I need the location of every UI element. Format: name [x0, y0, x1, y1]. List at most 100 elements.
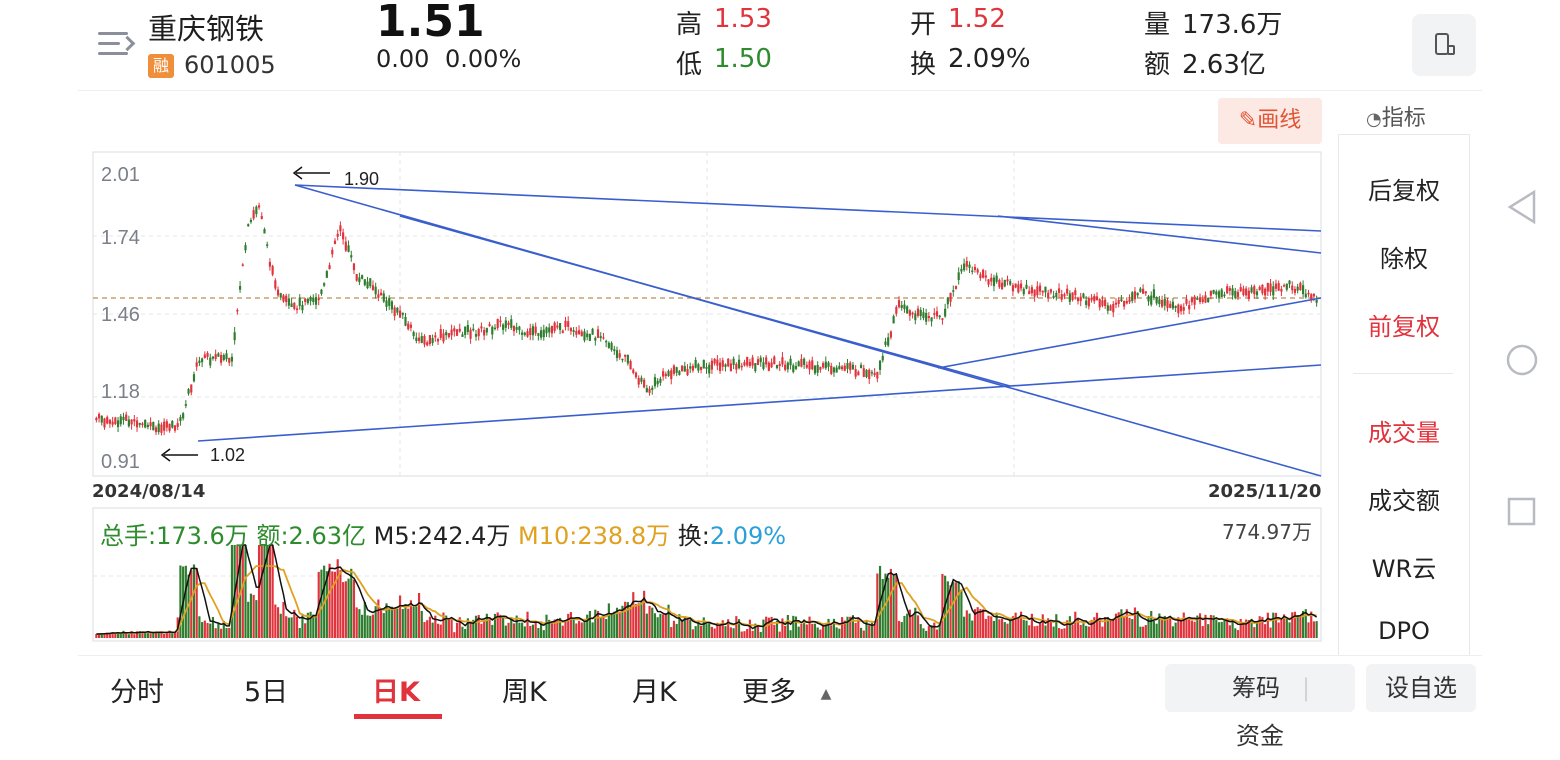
candle	[811, 360, 814, 370]
volume-bar	[366, 615, 369, 638]
indicator-button[interactable]: ◔指标	[1366, 100, 1426, 132]
volume-bar	[116, 632, 120, 638]
tab-weekly-k[interactable]: 周K	[502, 677, 547, 708]
volume-bar	[1201, 626, 1204, 638]
candle	[672, 365, 676, 374]
volume-bar	[201, 622, 204, 638]
candle	[656, 380, 659, 385]
candle	[306, 298, 309, 304]
volume-bar	[458, 617, 461, 638]
volume-bar	[1123, 615, 1126, 638]
volume-bar	[404, 604, 407, 638]
volume-bar	[1098, 617, 1101, 638]
tab-more[interactable]: 更多 ▲	[742, 670, 831, 709]
m5-value: 242.4万	[417, 522, 511, 550]
candle	[857, 371, 860, 376]
candle	[800, 358, 803, 367]
volume-bar	[436, 623, 440, 638]
volume-bar	[1079, 624, 1082, 638]
candle	[1209, 290, 1212, 296]
candle	[767, 362, 770, 371]
candle	[1060, 294, 1063, 300]
volume-bar	[935, 629, 939, 638]
candle	[510, 319, 513, 328]
candle	[881, 355, 884, 361]
menu-item-dpo[interactable]: DPO	[1378, 617, 1430, 645]
candle	[1117, 299, 1120, 304]
candle	[436, 338, 440, 342]
candle	[805, 364, 808, 368]
volume-bar	[95, 633, 98, 638]
add-watchlist-button[interactable]: 设自选	[1366, 664, 1476, 712]
candle	[1190, 297, 1193, 303]
candle	[816, 365, 819, 373]
volume-bar	[805, 624, 808, 638]
candle	[1106, 305, 1109, 311]
tab-intraday[interactable]: 分时	[110, 677, 164, 708]
candle	[594, 337, 597, 341]
kline-chart[interactable]: 2.01 1.74 1.46 1.18 0.91 1.90 1.02	[0, 0, 1340, 660]
chips-button[interactable]: 筹码	[1231, 674, 1280, 702]
tab-5day[interactable]: 5日	[244, 677, 289, 708]
menu-item-amount[interactable]: 成交额	[1368, 487, 1440, 515]
candle	[1302, 285, 1305, 295]
candle	[369, 278, 372, 287]
candle	[184, 404, 187, 406]
candle	[466, 324, 469, 332]
volume-bar	[431, 622, 434, 638]
volume-bar	[784, 625, 787, 638]
candle	[743, 362, 746, 366]
draw-line-button[interactable]: ✎画线	[1218, 98, 1322, 144]
volume-bar	[781, 618, 784, 638]
volume-bar	[822, 624, 825, 638]
candle	[445, 332, 448, 336]
volume-bar	[1120, 609, 1123, 638]
screen-toggle-button[interactable]	[1412, 14, 1476, 76]
candle	[697, 364, 700, 371]
candle	[803, 358, 806, 365]
candle	[892, 316, 895, 324]
volume-bar	[361, 614, 364, 638]
menu-item-backward-adjust[interactable]: 后复权	[1368, 177, 1440, 205]
candle	[1144, 291, 1147, 294]
candle	[990, 277, 993, 282]
candle	[203, 354, 206, 358]
volume-bar	[447, 617, 450, 638]
volume-bar	[1302, 610, 1305, 638]
tab-daily-k[interactable]: 日K	[372, 677, 420, 708]
menu-item-wr[interactable]: WR云	[1371, 555, 1437, 583]
menu-item-forward-adjust[interactable]: 前复权	[1368, 313, 1440, 341]
volume-bar	[398, 595, 402, 638]
tab-monthly-k[interactable]: 月K	[632, 677, 677, 708]
candle	[1136, 292, 1139, 296]
menu-icon[interactable]	[98, 28, 136, 60]
volume-bar	[1274, 612, 1278, 638]
candle	[233, 332, 236, 341]
candle	[556, 325, 559, 328]
candle	[773, 356, 776, 365]
candle	[401, 312, 404, 315]
candle	[1272, 286, 1275, 296]
candle	[1264, 288, 1267, 296]
volume-bar	[770, 616, 773, 638]
volume-bar	[946, 581, 949, 638]
funds-button[interactable]: 资金	[1236, 722, 1284, 750]
menu-item-volume[interactable]: 成交量	[1368, 419, 1440, 447]
volume-bar	[122, 630, 125, 638]
volume-bar	[897, 620, 901, 638]
candle	[973, 266, 977, 271]
volume-bar	[960, 589, 963, 638]
volume-info: 总手:173.6万 额:2.63亿 M5:242.4万 M10:238.8万 换…	[100, 516, 786, 551]
volume-bar	[1215, 619, 1218, 638]
open-label: 开	[910, 10, 937, 40]
candle	[165, 421, 168, 428]
margin-badge: 融	[148, 54, 174, 78]
volume-bar	[1071, 624, 1074, 638]
candle	[610, 342, 613, 350]
candle	[1093, 295, 1096, 302]
menu-item-ex-rights[interactable]: 除权	[1380, 245, 1428, 273]
candle	[778, 363, 781, 367]
candle	[461, 334, 464, 337]
volume-bar	[599, 617, 602, 638]
candle	[1155, 297, 1158, 304]
